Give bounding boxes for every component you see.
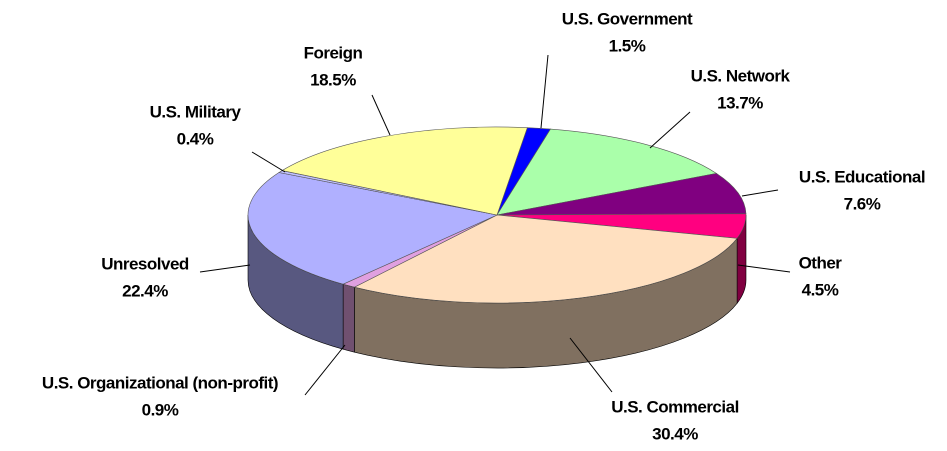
leader-line	[737, 264, 791, 273]
slice-label: U.S. Commercial	[611, 397, 739, 416]
slice-value-label: 30.4%	[652, 424, 698, 443]
leader-line	[569, 337, 613, 393]
leader-line	[741, 189, 779, 197]
leader-line	[199, 264, 251, 273]
slice-value-label: 22.4%	[122, 281, 168, 300]
slice-label: Foreign	[304, 43, 363, 62]
slice	[247, 172, 498, 285]
leader-line	[540, 54, 549, 129]
slice-value-label: 1.5%	[609, 36, 646, 55]
slice-label: U.S. Network	[691, 66, 791, 85]
slice-label: U.S. Military	[150, 102, 242, 121]
slice-value-label: 0.4%	[177, 129, 214, 148]
slice	[496, 128, 718, 216]
slice-value-label: 0.9%	[142, 400, 179, 419]
slice-value-label: 7.6%	[844, 194, 881, 213]
slice	[496, 173, 747, 216]
leader-line	[371, 94, 391, 136]
slice	[281, 126, 528, 216]
slice-label: U.S. Government	[562, 9, 693, 28]
slice-label: U.S. Organizational (non-profit)	[42, 373, 278, 392]
slice-value-label: 4.5%	[802, 280, 839, 299]
leader-line	[649, 111, 691, 149]
slice-label: U.S. Educational	[799, 167, 925, 186]
slice	[353, 214, 738, 304]
slice-label: Unresolved	[101, 254, 189, 273]
leader-line	[304, 344, 346, 396]
slice-value-label: 13.7%	[717, 93, 763, 112]
leader-line	[251, 151, 286, 173]
slice-side	[342, 283, 355, 353]
slice-value-label: 18.5%	[310, 70, 356, 89]
slice-label: Other	[799, 253, 843, 272]
